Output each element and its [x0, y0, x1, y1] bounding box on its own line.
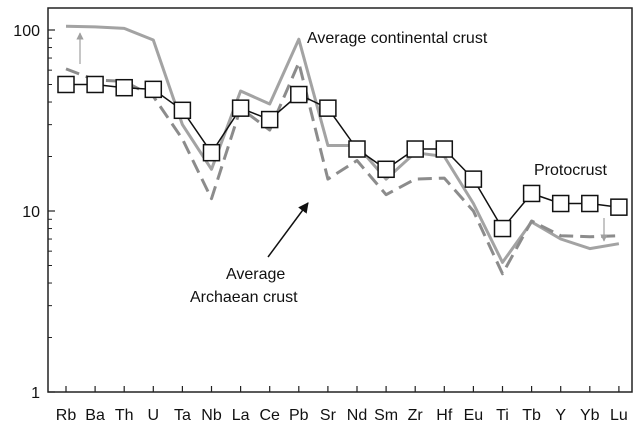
x-tick-label-ti: Ti — [496, 407, 509, 424]
x-axis: Rb Ba Th U Ta Nb La Ce Pb Sr Nd Sm Zr Hf Eu Ti Tb Y Yb Lu — [56, 386, 628, 424]
x-tick-label-la: La — [232, 407, 250, 424]
protocrust-point-lu — [610, 198, 628, 216]
x-tick-label-tb: Tb — [522, 407, 541, 424]
protocrust-point-eu — [464, 170, 483, 188]
protocrust-point-rb — [57, 75, 75, 94]
protocrust-point-pb — [290, 85, 308, 104]
x-tick-label-pb: Pb — [289, 407, 309, 424]
protocrust-point-hf — [435, 140, 454, 158]
annotation-average: Average — [226, 266, 285, 283]
series-line-protocrust — [66, 83, 619, 230]
x-tick-label-lu: Lu — [610, 407, 628, 424]
x-tick-label-sr: Sr — [320, 407, 337, 424]
plot-area — [47, 7, 633, 393]
x-tick-label-hf: Hf — [436, 407, 453, 424]
y-tick-label: 100 — [13, 23, 40, 40]
x-tick-label-u: U — [148, 407, 160, 424]
y-tick-label: 1 — [31, 385, 40, 402]
protocrust-point-la — [231, 99, 250, 117]
protocrust-point-u — [144, 80, 163, 99]
protocrust-point-sm — [377, 160, 395, 179]
y-tick-label: 10 — [22, 204, 40, 221]
y-axis: 1 10 100 — [13, 23, 55, 402]
series-line-average-archaean-crust — [65, 61, 619, 276]
x-tick-label-rb: Rb — [56, 407, 77, 424]
protocrust-point-yb — [581, 194, 599, 213]
annotation-average-continental-crust: Average continental crust — [307, 30, 488, 47]
protocrust-point-y — [551, 194, 570, 213]
x-tick-label-nd: Nd — [347, 407, 367, 424]
x-tick-label-y: Y — [555, 407, 566, 424]
protocrust-point-sr — [319, 99, 337, 117]
protocrust-point-zr — [406, 140, 424, 158]
protocrust-point-ba — [86, 75, 104, 94]
x-tick-label-zr: Zr — [408, 407, 424, 424]
annotation-protocrust: Protocrust — [534, 162, 607, 179]
protocrust-point-tb — [522, 184, 541, 203]
protocrust-point-ti — [493, 219, 512, 238]
series-layer — [65, 24, 620, 276]
x-tick-label-eu: Eu — [464, 407, 484, 424]
protocrust-point-nb — [202, 143, 221, 162]
marker-layer — [57, 75, 628, 238]
archaean-crust-arrow — [267, 202, 309, 258]
protocrust-point-nd — [348, 140, 366, 158]
protocrust-point-th — [115, 78, 133, 97]
x-tick-label-ta: Ta — [174, 407, 191, 424]
x-tick-label-ce: Ce — [259, 407, 280, 424]
x-tick-label-th: Th — [115, 407, 134, 424]
series-line-average-continental-crust — [65, 24, 620, 264]
x-tick-label-ba: Ba — [85, 407, 105, 424]
protocrust-point-ta — [173, 101, 192, 120]
x-tick-label-sm: Sm — [374, 407, 398, 424]
protocrust-point-ce — [260, 110, 279, 129]
x-tick-label-yb: Yb — [580, 407, 600, 424]
annotation-archaean-crust: Archaean crust — [190, 289, 298, 306]
x-tick-label-nb: Nb — [201, 407, 222, 424]
